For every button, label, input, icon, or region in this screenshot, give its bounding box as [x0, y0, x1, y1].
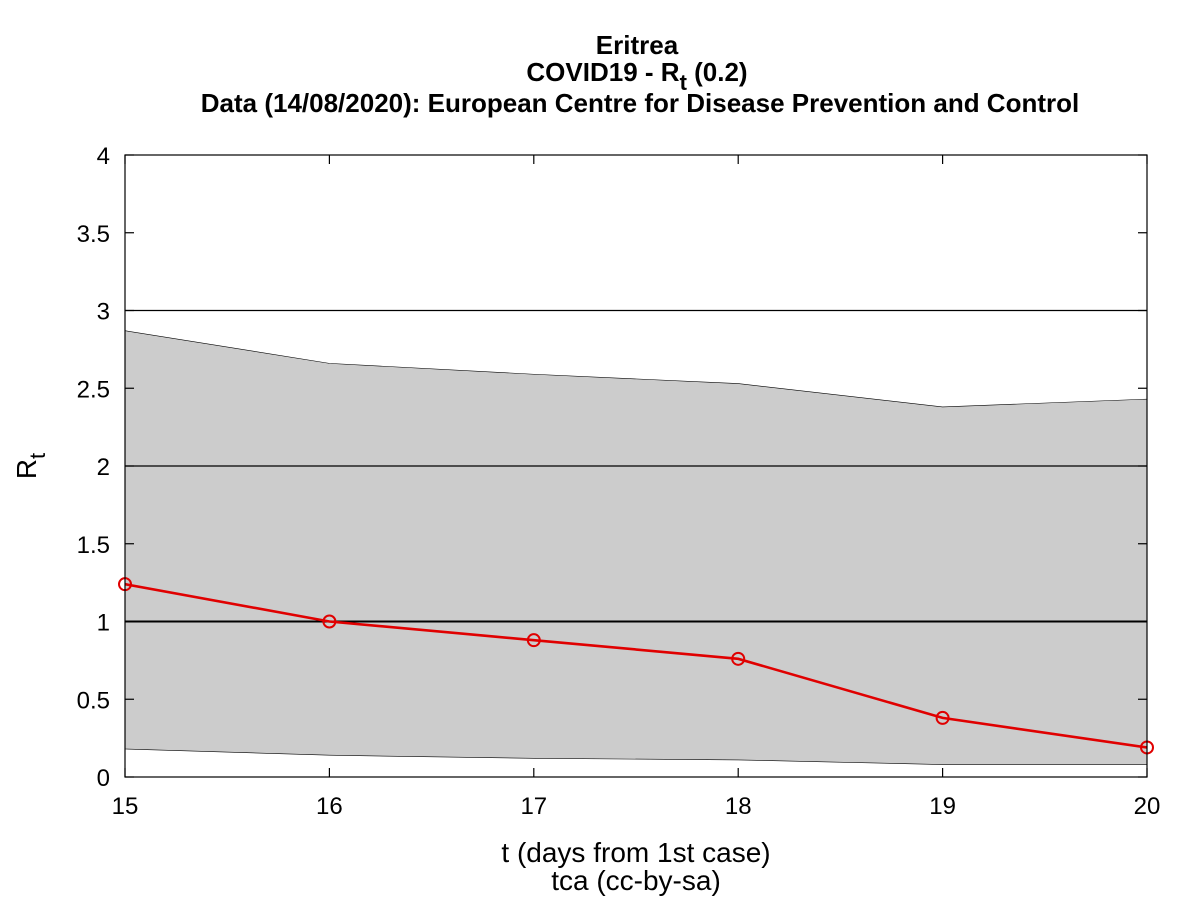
chart-title: Eritrea — [596, 30, 679, 60]
y-tick-label-1: 1 — [97, 610, 110, 637]
subtitle-subscript: t — [680, 70, 688, 95]
y-tick-label-3.5: 3.5 — [77, 221, 110, 248]
y-label-main: R — [11, 459, 42, 479]
chart-subtitle: COVID19 - Rt (0.2) — [526, 57, 747, 95]
confidence-band — [124, 330, 1148, 765]
x-tick-label-16: 16 — [316, 793, 343, 820]
x-tick-label-15: 15 — [112, 793, 139, 820]
chart-source: Data (14/08/2020): European Centre for D… — [201, 88, 1079, 118]
x-axis-label: t (days from 1st case) — [501, 837, 770, 868]
credit-label: tca (cc-by-sa) — [551, 865, 721, 896]
rt-point-18 — [731, 651, 746, 666]
y-axis-label: Rt — [11, 453, 50, 479]
subtitle-suffix: (0.2) — [687, 57, 748, 87]
y-tick-label-4: 4 — [97, 143, 110, 170]
x-tick-label-18: 18 — [725, 793, 752, 820]
rt-point-16 — [322, 614, 337, 629]
y-tick-label-0.5: 0.5 — [77, 687, 110, 714]
subtitle-prefix: COVID19 - R — [526, 57, 679, 87]
y-tick-label-2: 2 — [97, 454, 110, 481]
y-tick-label-3: 3 — [97, 299, 110, 326]
y-tick-label-1.5: 1.5 — [77, 532, 110, 559]
rt-point-19 — [935, 710, 950, 725]
plot-area — [118, 154, 1154, 778]
x-tick-label-17: 17 — [520, 793, 547, 820]
rt-point-17 — [526, 633, 541, 648]
axis-ticks: 15 16 17 18 19 20 0 0.5 1 1.5 2 2.5 3 3.5 4 — [77, 143, 1161, 820]
x-tick-label-19: 19 — [929, 793, 956, 820]
y-label-subscript: t — [25, 453, 50, 459]
y-tick-label-0: 0 — [97, 765, 110, 792]
y-tick-label-2.5: 2.5 — [77, 376, 110, 403]
rt-series-line — [124, 582, 1148, 749]
x-tick-label-20: 20 — [1134, 793, 1161, 820]
